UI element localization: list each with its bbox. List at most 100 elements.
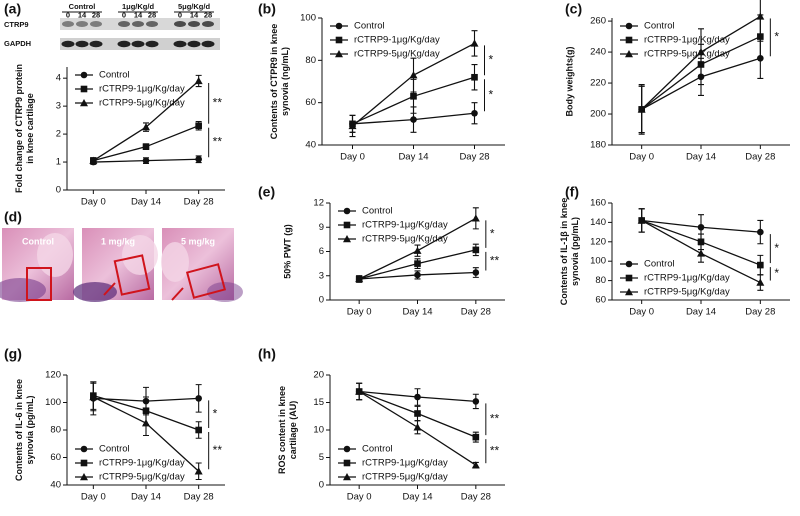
legend-marker [80, 85, 88, 93]
significance-label: * [774, 30, 779, 44]
blot-band [145, 40, 159, 48]
point [414, 260, 421, 267]
legend-label: rCTRP9-1μg/Kg/day [99, 458, 185, 469]
blot-lane: 14 [190, 10, 199, 19]
y-tick-label: 0 [319, 480, 324, 491]
chart-panel: (c) 180 200 220 240 260 Day 0 Day 14 Day 28 Body … [564, 0, 790, 163]
legend-label: rCTRP9-5μg/Kg/day [99, 472, 185, 483]
point [471, 73, 478, 81]
western-blot: CTRP9 GAPDH Control 1μg/Kg/d 5μg/Kg/d [4, 2, 220, 50]
blot-band [118, 21, 130, 27]
chart-panel: (a) 0 1 2 3 4 Day 0 Day 14 Day 28 Fold change of … [4, 1, 225, 208]
blot-lane: 14 [78, 10, 87, 19]
blot-band [117, 40, 131, 48]
point [756, 278, 765, 286]
point [355, 274, 364, 283]
y-tick-label: 3 [56, 101, 61, 112]
y-axis-label: Contents of IL-6 in knee [14, 379, 24, 481]
legend-label: rCTRP9-5μg/Kg/day [362, 472, 448, 483]
y-tick-label: 40 [50, 480, 61, 491]
x-tick-label: Day 28 [745, 307, 775, 318]
chart-panel: (g) 40 60 80 100 120 Day 0 Day 14 Day 28 Contents… [4, 346, 225, 503]
significance-label: * [489, 53, 494, 67]
y-tick-label: 260 [590, 16, 606, 27]
point [195, 395, 202, 402]
legend-label: rCTRP9-5μg/Kg/day [644, 287, 730, 298]
significance-label: * [490, 226, 495, 240]
legend-label: rCTRP9-1μg/Kg/day [644, 273, 730, 284]
legend-marker [343, 473, 351, 481]
blot-band [132, 21, 144, 27]
blot-lane: 0 [122, 10, 126, 19]
x-tick-label: Day 28 [745, 152, 775, 163]
blot-row-label: CTRP9 [4, 20, 29, 29]
panel-label: (a) [4, 1, 21, 17]
y-tick-label: 40 [305, 140, 316, 151]
legend-label: rCTRP9-1μg/Kg/day [362, 458, 448, 469]
x-tick-label: Day 14 [402, 307, 432, 318]
point [471, 109, 478, 117]
x-tick-label: Day 0 [81, 492, 106, 503]
legend-marker [625, 50, 633, 58]
legend-marker [80, 99, 88, 107]
panel-label: (b) [258, 1, 276, 17]
legend-marker [625, 22, 633, 30]
y-tick-label: 5 [319, 452, 324, 463]
blot-lane: 28 [148, 10, 156, 19]
point [89, 393, 98, 401]
legend-label: Control [644, 259, 675, 270]
point [472, 269, 480, 276]
y-tick-label: 120 [590, 236, 606, 247]
y-tick-label: 60 [595, 295, 606, 306]
legend-label: rCTRP9-5μg/Kg/day [99, 98, 185, 109]
y-tick-label: 2 [56, 129, 61, 140]
legend-label: rCTRP9-1μg/Kg/day [362, 220, 448, 231]
significance-label: * [774, 266, 779, 280]
point [89, 156, 98, 164]
point [195, 426, 202, 434]
chart-panel: (h) 0 5 10 15 20 Day 0 Day 14 Day 28 ROS content … [258, 346, 505, 503]
legend-label: rCTRP9-1μg/Kg/day [99, 84, 185, 95]
blot-band [76, 21, 88, 27]
y-tick-label: 100 [300, 13, 316, 24]
point [697, 223, 705, 231]
point [697, 249, 705, 257]
blot-lane: 0 [178, 10, 182, 19]
panel-label: (g) [4, 346, 22, 362]
y-axis-label: synovia (pg/mL) [570, 217, 580, 286]
point [348, 121, 357, 130]
y-tick-label: 9 [319, 222, 324, 233]
y-tick-label: 80 [595, 275, 606, 286]
legend-marker [343, 207, 351, 215]
y-tick-label: 140 [590, 217, 606, 228]
point [697, 238, 705, 246]
y-tick-label: 15 [313, 397, 324, 408]
point [470, 39, 479, 47]
y-tick-label: 80 [305, 55, 316, 66]
y-tick-label: 60 [305, 97, 316, 108]
panel-label: (c) [565, 1, 582, 17]
y-tick-label: 100 [590, 256, 606, 267]
y-axis-label: synovia (pg/mL) [25, 395, 35, 464]
significance-label: ** [213, 96, 223, 110]
blot-lane: 14 [134, 10, 143, 19]
legend-marker [343, 445, 351, 453]
y-axis-label: synovia (ng/mL) [280, 47, 290, 116]
legend-marker [625, 288, 633, 296]
blot-group: 1μg/Kg/d [122, 2, 155, 11]
y-axis-label: Contents of CTPR9 in knee [269, 24, 279, 140]
significance-label: ** [490, 411, 500, 425]
point [471, 214, 480, 222]
blot-band [146, 21, 158, 27]
point [410, 116, 417, 123]
y-tick-label: 100 [45, 397, 61, 408]
significance-label: * [774, 241, 779, 255]
blot-group: Control [69, 2, 96, 11]
point [195, 155, 202, 163]
significance-label: ** [213, 135, 223, 149]
legend-marker [80, 445, 88, 453]
legend-label: Control [99, 444, 130, 455]
legend-label: rCTRP9-5μg/Kg/day [362, 234, 448, 245]
blot-row-label: GAPDH [4, 39, 31, 48]
